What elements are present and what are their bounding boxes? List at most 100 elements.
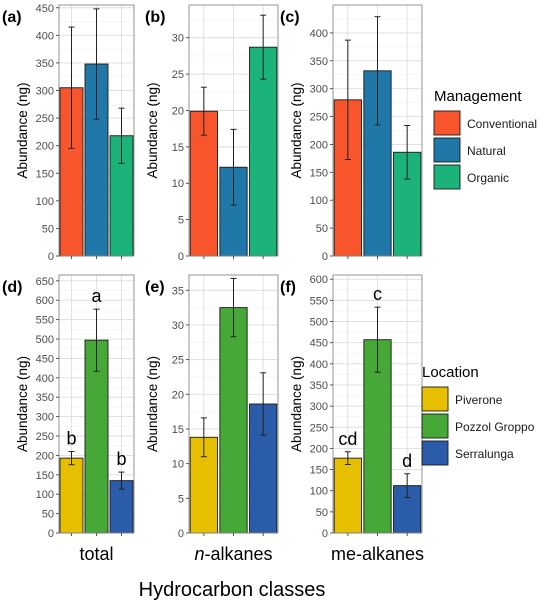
y-tick-label: 0 — [48, 251, 54, 263]
error-bar — [374, 306, 381, 373]
y-tick-label: 150 — [310, 465, 328, 477]
y-tick-label: 200 — [36, 450, 54, 462]
y-tick-label: 250 — [310, 422, 328, 434]
legend-label: Conventional — [467, 117, 537, 131]
x-category-label: total — [79, 544, 113, 564]
legend-title: Location — [422, 364, 479, 381]
y-tick-label: 250 — [36, 431, 54, 443]
significance-letter: b — [116, 449, 126, 469]
error-bar — [344, 451, 351, 465]
y-tick-label: 350 — [36, 392, 54, 404]
y-tick-label: 250 — [310, 112, 328, 124]
panel-label: (a) — [2, 9, 22, 26]
y-tick-label: 100 — [36, 489, 54, 501]
legend-key — [433, 137, 461, 163]
y-axis-title: Abundance (ng) — [289, 82, 304, 178]
legend-label: Organic — [467, 171, 509, 185]
bar — [333, 457, 362, 534]
y-tick-label: 10 — [172, 178, 184, 190]
error-bar — [230, 128, 237, 206]
y-tick-label: 150 — [310, 167, 328, 179]
y-tick-label: 450 — [310, 338, 328, 350]
y-tick-label: 350 — [36, 58, 54, 70]
x-category-label: me-alkanes — [331, 544, 424, 564]
y-tick-label: 400 — [36, 373, 54, 385]
error-bar — [404, 473, 411, 498]
y-tick-label: 30 — [172, 320, 184, 332]
chart-panel-3: 0 50 100 150 200 250 300 350 400 Abundance (ng) (c… — [280, 4, 423, 263]
y-tick-label: 200 — [310, 443, 328, 455]
panel-label: (f) — [280, 279, 296, 296]
legend-label: Natural — [467, 144, 506, 158]
significance-letter: b — [66, 429, 76, 449]
y-tick-label: 200 — [310, 139, 328, 151]
y-tick-label: 50 — [316, 223, 328, 235]
y-tick-label: 400 — [310, 359, 328, 371]
y-tick-label: 550 — [36, 315, 54, 327]
bar — [59, 457, 84, 534]
y-tick-label: 100 — [310, 195, 328, 207]
y-tick-label: 20 — [172, 389, 184, 401]
y-tick-label: 300 — [310, 401, 328, 413]
panel-label: (d) — [2, 279, 22, 296]
panel-label: (e) — [145, 279, 165, 296]
y-tick-label: 15 — [172, 424, 184, 436]
bar — [219, 307, 248, 534]
error-bar — [260, 14, 267, 80]
error-bar — [118, 471, 125, 490]
y-tick-label: 600 — [36, 295, 54, 307]
error-bar — [344, 39, 351, 161]
y-tick-label: 0 — [322, 528, 328, 540]
bar — [189, 436, 218, 534]
y-tick-label: 25 — [172, 69, 184, 81]
bar — [393, 485, 422, 534]
error-bar — [260, 372, 267, 436]
x-category-label-text: -alkanes — [204, 544, 272, 564]
significance-letter: c — [373, 284, 382, 304]
y-tick-label: 550 — [310, 295, 328, 307]
error-bar — [93, 8, 100, 120]
y-tick-label: 450 — [36, 3, 54, 15]
significance-letter: d — [402, 451, 412, 471]
error-bar — [68, 26, 75, 149]
y-axis-title: Abundance (ng) — [15, 356, 30, 452]
error-bar — [374, 16, 381, 126]
y-tick-label: 50 — [316, 507, 328, 519]
chart-panel-5: 0 5 10 15 20 25 30 35 Abundance (ng) (e) n-alkanes — [145, 274, 279, 564]
y-tick-label: 500 — [310, 317, 328, 329]
y-tick-label: 10 — [172, 459, 184, 471]
y-axis-title: Abundance (ng) — [289, 356, 304, 452]
y-tick-label: 50 — [42, 509, 54, 521]
y-tick-label: 100 — [310, 486, 328, 498]
y-tick-label: 100 — [36, 196, 54, 208]
y-tick-label: 450 — [36, 353, 54, 365]
y-tick-label: 30 — [172, 33, 184, 45]
legend-title: Management — [434, 88, 522, 105]
x-category-label-text: total — [79, 544, 113, 564]
y-axis-title: Abundance (ng) — [145, 356, 160, 452]
y-tick-label: 20 — [172, 105, 184, 117]
chart-panel-6: cdcd050100150200250300350400450500550600… — [280, 274, 424, 564]
chart-panel-4: b a b 0 50 100 150 200 250 300 350 400 450 500 550 600 6… — [2, 274, 135, 564]
y-tick-label: 150 — [36, 470, 54, 482]
y-tick-label: 0 — [48, 528, 54, 540]
error-bar — [230, 277, 237, 338]
y-tick-label: 300 — [36, 86, 54, 98]
error-bar — [93, 308, 100, 372]
legend-label: Pozzol Groppo — [455, 420, 535, 434]
y-tick-label: 15 — [172, 142, 184, 154]
y-tick-label: 400 — [310, 28, 328, 40]
y-tick-label: 25 — [172, 355, 184, 367]
y-tick-label: 0 — [178, 251, 184, 263]
error-bar — [118, 107, 125, 164]
significance-letter: a — [91, 286, 102, 306]
legends: Management Conventional Natural Organic Loca… — [421, 88, 537, 466]
legend-key — [433, 164, 461, 190]
y-tick-label: 5 — [178, 493, 184, 505]
legend-key — [421, 440, 449, 466]
y-tick-label: 300 — [310, 84, 328, 96]
y-tick-label: 400 — [36, 30, 54, 42]
legend-label: Serralunga — [455, 447, 514, 461]
